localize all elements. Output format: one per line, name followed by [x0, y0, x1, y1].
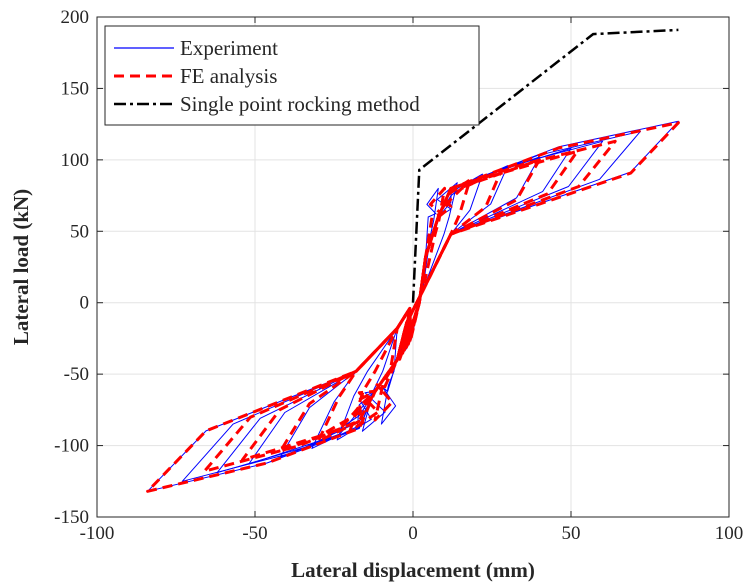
y-tick-label: -100 — [54, 436, 89, 457]
legend-label-fe-analysis: FE analysis — [180, 64, 277, 88]
y-tick-label: 0 — [80, 293, 90, 314]
x-tick-label: -50 — [242, 523, 267, 544]
x-tick-label: 0 — [408, 523, 418, 544]
series-layer — [146, 28, 680, 493]
y-tick-label: 150 — [61, 78, 90, 99]
series-single-point-rocking-method — [411, 28, 679, 303]
legend: Experiment FE analysis Single point rock… — [104, 25, 480, 126]
series-fe-analysis — [146, 121, 680, 493]
y-tick-label: 100 — [61, 150, 90, 171]
x-tick-label: 100 — [715, 523, 744, 544]
y-tick-label: -50 — [64, 364, 89, 385]
y-tick-label: 200 — [61, 7, 90, 28]
x-tick-label: -100 — [80, 523, 115, 544]
legend-label-single-point-rocking: Single point rocking method — [180, 92, 420, 116]
legend-label-experiment: Experiment — [180, 36, 278, 60]
x-axis-label: Lateral displacement (mm) — [291, 558, 535, 582]
hysteresis-loop — [316, 168, 503, 443]
hysteresis-loop — [146, 121, 680, 493]
series-line — [411, 28, 679, 303]
x-tick-label: 50 — [562, 523, 581, 544]
y-tick-label: 50 — [70, 221, 89, 242]
y-tick-label: -150 — [54, 507, 89, 528]
y-axis-label: Lateral load (kN) — [9, 189, 33, 345]
